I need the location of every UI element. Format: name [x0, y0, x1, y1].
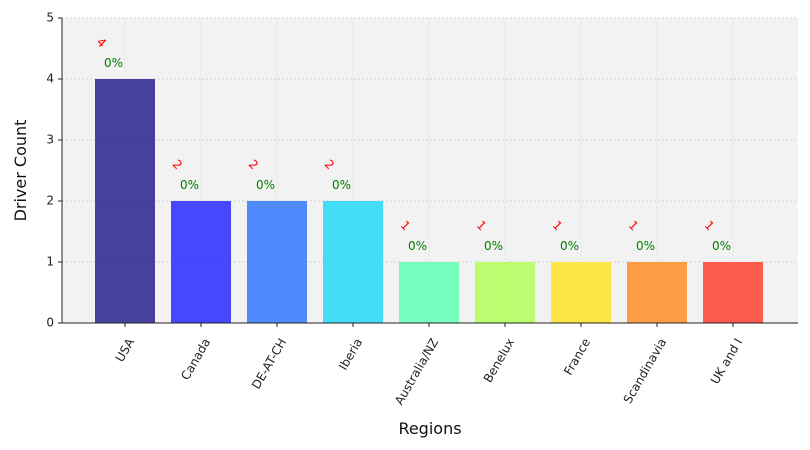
bar-canada [171, 201, 231, 323]
percent-label: 0% [256, 178, 275, 192]
bar-de-at-ch [247, 201, 307, 323]
bars [95, 79, 763, 323]
percent-label: 0% [484, 239, 503, 253]
percent-label: 0% [332, 178, 351, 192]
y-axis-title: Driver Count [11, 120, 30, 222]
y-tick-label: 3 [46, 133, 54, 147]
x-tick-label: Scandinavia [621, 336, 670, 406]
x-tick-label: Benelux [481, 336, 517, 385]
bar-usa [95, 79, 155, 323]
bar-benelux [475, 262, 535, 323]
x-tick-label: Iberia [336, 336, 365, 373]
bar-iberia [323, 201, 383, 323]
bar-scandinavia [627, 262, 687, 323]
percent-label: 0% [408, 239, 427, 253]
y-tick-label: 0 [46, 316, 54, 330]
percent-label: 0% [636, 239, 655, 253]
y-tick-label: 1 [46, 255, 54, 269]
y-tick-label: 2 [46, 194, 54, 208]
percent-label: 0% [104, 56, 123, 70]
percent-label: 0% [180, 178, 199, 192]
y-tick-label: 5 [46, 11, 54, 25]
x-tick-label: DE-AT-CH [249, 336, 289, 392]
percent-label: 0% [560, 239, 579, 253]
percent-label: 0% [712, 239, 731, 253]
x-tick-label: Canada [178, 336, 213, 383]
bar-australia-nz [399, 262, 459, 323]
y-tick-label: 4 [46, 72, 54, 86]
x-tick-label: USA [113, 335, 138, 364]
axes [61, 18, 798, 324]
x-tick-label: Australia/NZ [392, 336, 441, 407]
x-axis-title: Regions [398, 419, 461, 438]
bar-france [551, 262, 611, 323]
x-tick-label: France [561, 336, 593, 378]
bar-uk-and-i [703, 262, 763, 323]
x-tick-label: UK and I [708, 336, 745, 387]
